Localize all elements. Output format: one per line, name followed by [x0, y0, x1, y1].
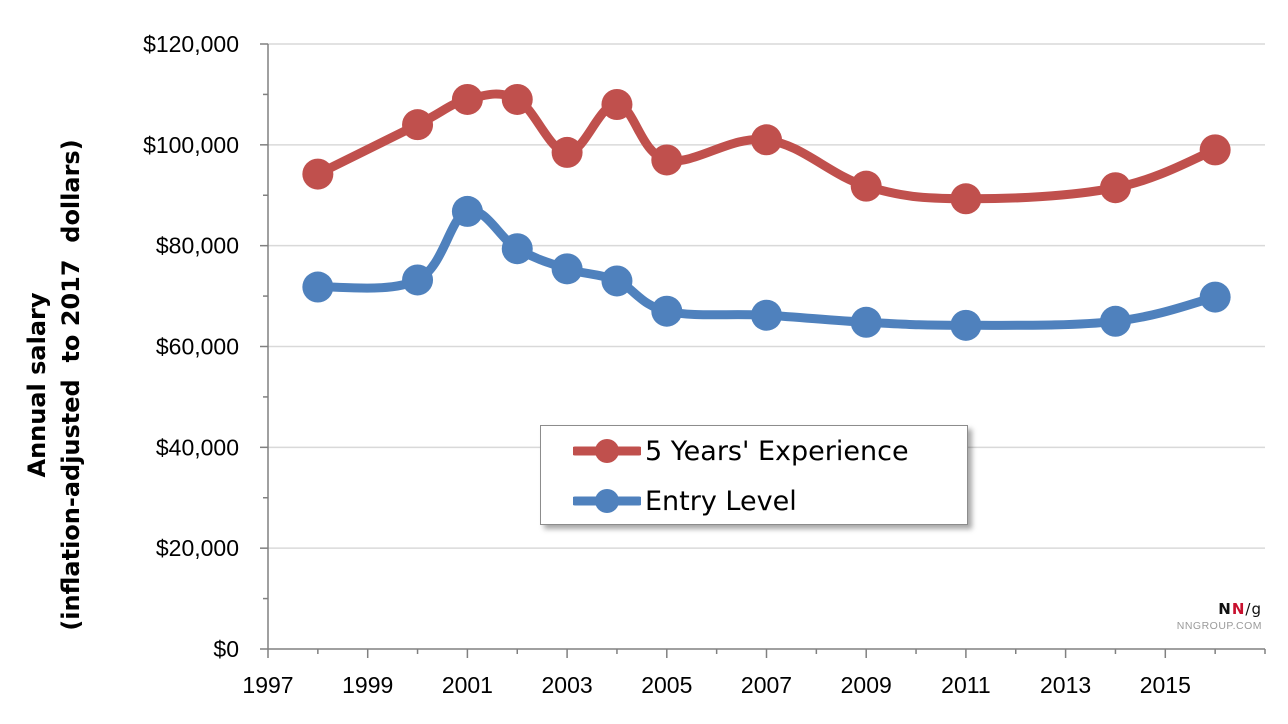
legend-item-5-years: 5 Years' Experience — [541, 431, 967, 471]
data-point-entry-level-2011 — [950, 309, 982, 341]
legend: 5 Years' Experience Entry Level — [540, 425, 968, 525]
x-tick-label: 2005 — [641, 672, 692, 698]
data-point-5-years-experience-2014 — [1099, 172, 1131, 204]
series-layer — [302, 83, 1231, 341]
data-point-5-years-experience-2000 — [402, 109, 434, 141]
data-point-5-years-experience-2004 — [601, 89, 633, 120]
x-tick-label: 2009 — [841, 672, 892, 698]
nngroup-logo: NN/g NNGROUP.COM — [1177, 600, 1262, 632]
x-tick-label: 2015 — [1140, 672, 1191, 698]
data-point-entry-level-2007 — [751, 299, 782, 331]
y-tick-label: $60,000 — [156, 334, 239, 360]
legend-label-entry-level: Entry Level — [645, 486, 797, 517]
series-entry-level — [302, 195, 1231, 341]
y-tick-label: $0 — [213, 636, 239, 662]
y-tick-label: $40,000 — [156, 434, 239, 460]
y-axis-title-line-2: (inflation-adjusted to 2017 dollars) — [57, 139, 85, 630]
data-point-entry-level-2004 — [601, 265, 633, 297]
x-tick-label: 2007 — [741, 672, 792, 698]
data-point-entry-level-2001 — [451, 195, 483, 227]
y-axis-title: Annual salary (inflation-adjusted to 201… — [23, 139, 85, 630]
data-point-5-years-experience-1998 — [302, 158, 334, 190]
data-point-5-years-experience-2007 — [751, 124, 782, 156]
logo-g: /g — [1245, 600, 1262, 618]
data-point-entry-level-2016 — [1199, 281, 1231, 313]
legend-label-5-years: 5 Years' Experience — [645, 436, 909, 467]
y-tick-label: $100,000 — [143, 132, 239, 158]
data-point-5-years-experience-2011 — [950, 183, 982, 215]
series-5-years-experience — [302, 83, 1231, 215]
logo-n1: N — [1218, 600, 1232, 618]
x-tick-label: 2011 — [941, 672, 990, 698]
data-point-5-years-experience-2016 — [1199, 134, 1231, 166]
data-point-5-years-experience-2001 — [451, 83, 483, 115]
y-axis-title-line-1: Annual salary — [23, 292, 51, 477]
data-point-entry-level-1998 — [302, 271, 334, 303]
data-point-entry-level-2002 — [501, 233, 533, 265]
data-point-5-years-experience-2005 — [651, 144, 683, 176]
x-tick-label: 2003 — [542, 672, 593, 698]
logo-n2: N — [1231, 600, 1246, 618]
legend-swatch-5-years — [573, 439, 641, 463]
x-tick-label: 1999 — [342, 672, 393, 698]
data-point-entry-level-2009 — [850, 306, 882, 338]
legend-item-entry-level: Entry Level — [541, 481, 967, 521]
data-point-entry-level-2000 — [402, 264, 434, 296]
x-axis-ticks: 1997 1999 2001 2003 2005 2007 2009 2011 2013 2015 — [242, 649, 1266, 698]
logo-mark: NN/g — [1177, 600, 1262, 618]
y-tick-label: $80,000 — [156, 233, 239, 259]
data-point-entry-level-2003 — [551, 253, 583, 285]
legend-swatch-entry-level — [573, 489, 641, 513]
x-tick-label: 1997 — [242, 672, 293, 698]
data-point-5-years-experience-2009 — [850, 170, 882, 202]
y-tick-label: $20,000 — [156, 535, 239, 561]
y-tick-label: $120,000 — [143, 31, 239, 57]
data-point-5-years-experience-2003 — [551, 136, 583, 168]
data-point-entry-level-2014 — [1099, 305, 1131, 337]
y-axis-ticks: $0 $20,000 $40,000 $60,000 $80,000 $100,000 $1… — [143, 31, 268, 662]
x-tick-label: 2001 — [442, 672, 493, 698]
logo-site-url: NNGROUP.COM — [1176, 620, 1262, 632]
data-point-entry-level-2005 — [651, 295, 683, 327]
data-point-5-years-experience-2002 — [501, 83, 533, 115]
x-tick-label: 2013 — [1040, 672, 1091, 698]
